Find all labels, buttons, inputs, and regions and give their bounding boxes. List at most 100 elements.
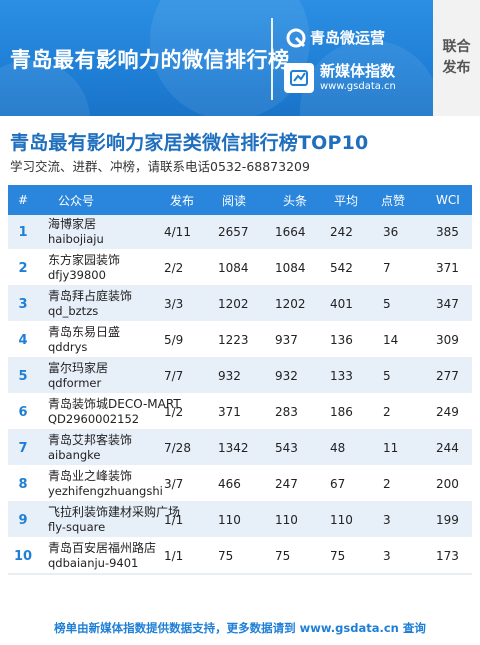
footer-note: 榜单由新媒体指数提供数据支持，更多数据请到 www.gsdata.cn 查询 [54,621,426,635]
rank-cell: 5 [18,368,28,384]
rank-cell: 9 [18,512,28,528]
rank-cell: 8 [18,476,28,492]
account-cell: 青岛艾邦客装饰 aibangke [38,433,156,463]
account-cell: 青岛业之峰装饰 yezhifengzhuangshi [38,469,163,499]
rank-cell: 1 [18,224,28,240]
headline-cell: 110 [275,513,298,527]
account-name: 飞拉利装饰建材采购广场 [48,505,181,519]
wci-cell: 199 [436,513,459,527]
col-publish-header: 发布 [170,193,195,208]
headline-cell: 932 [275,369,298,383]
account-cell: 青岛东易日盛 qddrys [38,325,156,355]
table-row: 3 青岛拜占庭装饰 qd_bztzs 3/3 1202 1202 401 5 347 [8,287,472,323]
table-row: 1 海博家居 haibojiaju 4/11 2657 1664 242 36 385 [8,215,472,251]
wci-cell: 309 [436,333,459,347]
brand-qingdao-weiyunying: 青岛微运营 [286,27,385,48]
wci-cell: 385 [436,225,459,239]
account-id: dfjy39800 [48,268,106,282]
average-cell: 242 [330,225,353,239]
table-row: 7 青岛艾邦客装饰 aibangke 7/28 1342 543 48 11 244 [8,431,472,467]
publish-cell: 3/3 [164,297,184,311]
publish-cell: 3/7 [164,477,184,491]
account-cell: 飞拉利装饰建材采购广场 fly-square [38,505,181,535]
publish-cell: 1/2 [164,405,184,419]
col-account-header: 公众号 [58,193,95,208]
table-header: # 公众号 发布 阅读 头条 平均 点赞 WCI [8,185,472,215]
publish-cell: 4/11 [164,225,191,239]
likes-cell: 5 [383,369,391,383]
col-rank-header: # [17,193,29,207]
headline-cell: 1084 [275,261,306,275]
page-title: 青岛最有影响力家居类微信排行榜TOP10 [10,132,369,154]
headline-cell: 247 [275,477,298,491]
account-id: qdbaianju-9401 [48,556,139,570]
table-row: 2 东方家园装饰 dfjy39800 2/2 1084 1084 542 7 371 [8,251,472,287]
average-cell: 48 [330,441,346,455]
headline-cell: 543 [275,441,298,455]
header-banner: 青岛最有影响力的微信排行榜 青岛微运营 新媒体指数 www.gsdata.cn … [0,0,480,116]
wci-cell: 347 [436,297,459,311]
headline-cell: 75 [275,549,291,563]
read-cell: 1223 [218,333,249,347]
likes-cell: 36 [383,225,399,239]
table-body: 1 海博家居 haibojiaju 4/11 2657 1664 242 36 385 2 东方家园… [8,215,472,575]
read-cell: 1202 [218,297,249,311]
gsdata-logo-icon [284,62,314,93]
side-text-2: 发布 [442,60,471,76]
average-cell: 75 [330,549,346,563]
account-name: 青岛业之峰装饰 [48,469,133,483]
brand2-url: www.gsdata.cn [320,81,396,92]
account-name: 青岛装饰城DECO-MART [48,397,181,411]
read-cell: 75 [218,549,234,563]
likes-cell: 5 [383,297,391,311]
read-cell: 1084 [218,261,249,275]
brand1-label: 青岛微运营 [310,29,386,47]
publish-cell: 7/7 [164,369,184,383]
col-likes-header: 点赞 [381,193,406,208]
wci-cell: 244 [436,441,459,455]
wci-cell: 371 [436,261,459,275]
average-cell: 136 [330,333,353,347]
account-cell: 富尔玛家居 qdformer [38,361,156,391]
table-row: 5 富尔玛家居 qdformer 7/7 932 932 133 5 277 [8,359,472,395]
headline-cell: 937 [275,333,298,347]
account-id: fly-square [48,520,106,534]
account-id: qd_bztzs [48,304,99,318]
likes-cell: 2 [383,477,391,491]
publish-cell: 2/2 [164,261,184,275]
col-read-header: 阅读 [222,193,247,208]
likes-cell: 14 [383,333,399,347]
read-cell: 2657 [218,225,249,239]
rank-cell: 7 [18,440,28,456]
account-name: 青岛东易日盛 [48,325,121,339]
average-cell: 133 [330,369,353,383]
likes-cell: 7 [383,261,391,275]
account-name: 青岛拜占庭装饰 [48,289,133,303]
side-text-1: 联合 [442,39,471,55]
account-name: 富尔玛家居 [48,361,109,375]
col-average-header: 平均 [334,193,359,208]
average-cell: 401 [330,297,353,311]
average-cell: 542 [330,261,353,275]
account-name: 海博家居 [48,217,97,231]
publish-cell: 5/9 [164,333,184,347]
account-id: qddrys [48,340,88,354]
wci-cell: 200 [436,477,459,491]
brand-gsdata: 新媒体指数 www.gsdata.cn [284,62,396,93]
account-name: 青岛百安居福州路店 [48,541,157,555]
account-cell: 东方家园装饰 dfjy39800 [38,253,156,283]
table-row: 6 青岛装饰城DECO-MART QD2960002152 1/2 371 283 186 2… [8,395,472,431]
likes-cell: 3 [383,513,391,527]
account-cell: 青岛装饰城DECO-MART QD2960002152 [38,397,181,427]
average-cell: 67 [330,477,346,491]
publish-cell: 7/28 [164,441,191,455]
banner-divider [271,18,273,100]
rank-cell: 10 [13,548,33,564]
account-name: 青岛艾邦客装饰 [48,433,133,447]
banner-title: 青岛最有影响力的微信排行榜 [10,47,290,72]
read-cell: 371 [218,405,241,419]
col-wci-header: WCI [436,193,460,207]
account-id: haibojiaju [48,232,104,246]
account-cell: 青岛拜占庭装饰 qd_bztzs [38,289,156,319]
table-row: 10 青岛百安居福州路店 qdbaianju-9401 1/1 75 75 75 3 173 [8,539,472,575]
